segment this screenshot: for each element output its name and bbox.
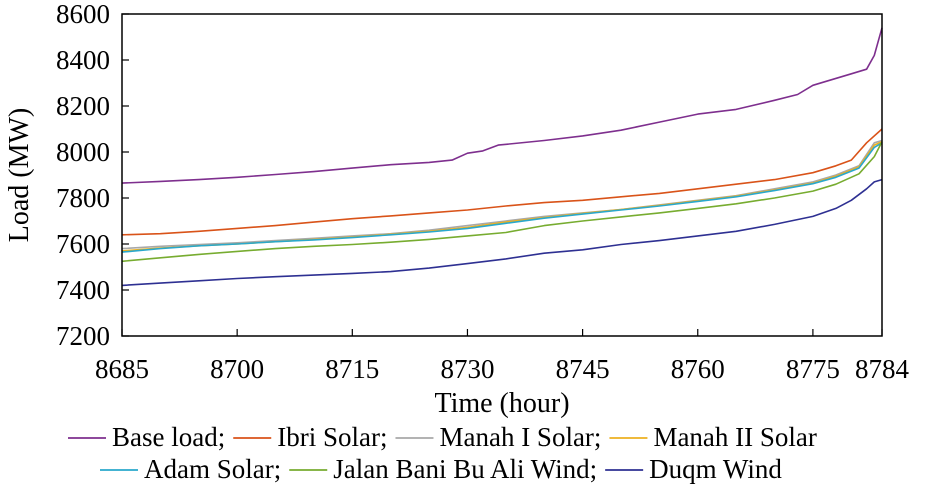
y-tick-label: 8600 bbox=[56, 0, 110, 29]
x-tick-label: 8745 bbox=[556, 354, 610, 384]
series-line-7 bbox=[121, 178, 883, 287]
series-line-2 bbox=[121, 128, 883, 236]
legend-entry: Base load; bbox=[112, 422, 225, 452]
series-line-1 bbox=[121, 27, 883, 184]
series-line-6 bbox=[121, 141, 883, 263]
x-tick-label: 8685 bbox=[95, 354, 149, 384]
y-tick-label: 7800 bbox=[56, 183, 110, 213]
plot-lines bbox=[121, 27, 883, 287]
series-line-4 bbox=[121, 140, 883, 252]
series-line-3 bbox=[121, 139, 883, 250]
legend-entry: Ibri Solar; bbox=[277, 422, 387, 452]
x-tick-label: 8760 bbox=[671, 354, 725, 384]
y-axis-label: Load (MW) bbox=[4, 108, 35, 243]
x-axis-label: Time (hour) bbox=[434, 388, 569, 419]
x-tick-label: 8784 bbox=[855, 354, 910, 384]
x-tick-label: 8715 bbox=[325, 354, 379, 384]
x-tick-label: 8730 bbox=[440, 354, 494, 384]
x-axis: 8685 8700 8715 8730 8745 8760 8775 8784 bbox=[95, 329, 910, 384]
legend-entry: Jalan Bani Bu Ali Wind; bbox=[333, 454, 597, 484]
legend-entry: Manah II Solar bbox=[653, 422, 816, 452]
y-tick-label: 7200 bbox=[56, 321, 110, 351]
y-tick-label: 7400 bbox=[56, 275, 110, 305]
y-tick-label: 8400 bbox=[56, 45, 110, 75]
legend-entry: Adam Solar; bbox=[144, 454, 281, 484]
legend: Base load; Ibri Solar; Manah I Solar; Manah… bbox=[68, 422, 817, 484]
legend-entry: Duqm Wind bbox=[649, 454, 782, 484]
y-tick-label: 7600 bbox=[56, 229, 110, 259]
y-tick-label: 8200 bbox=[56, 91, 110, 121]
x-tick-label: 8700 bbox=[210, 354, 264, 384]
plot-area-frame bbox=[121, 13, 883, 337]
x-tick-label: 8775 bbox=[786, 354, 840, 384]
y-axis: 7200 7400 7600 7800 8000 8200 8400 8600 bbox=[56, 0, 129, 351]
series-line-5 bbox=[121, 142, 883, 253]
y-tick-label: 8000 bbox=[56, 137, 110, 167]
legend-entry: Manah I Solar; bbox=[439, 422, 601, 452]
